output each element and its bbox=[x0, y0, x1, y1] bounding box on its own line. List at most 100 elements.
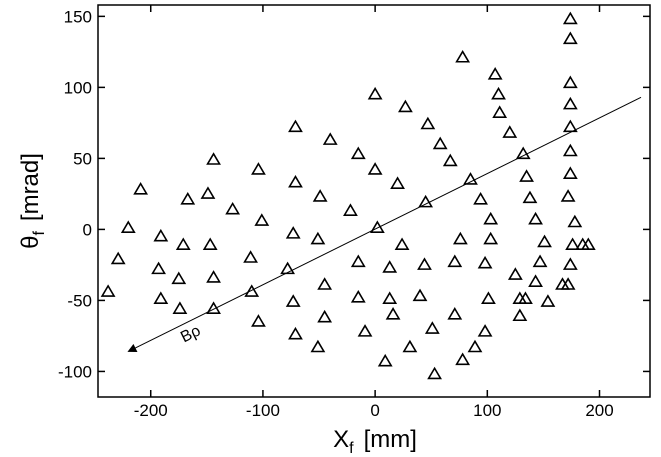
triangle-marker bbox=[350, 254, 366, 268]
triangle-marker bbox=[417, 257, 432, 270]
triangle-marker bbox=[424, 321, 440, 334]
x-label-unit: [mm] bbox=[364, 426, 417, 453]
triangle-marker bbox=[447, 307, 463, 320]
triangle-marker bbox=[418, 194, 434, 208]
triangle-marker bbox=[455, 49, 471, 63]
triangle-marker bbox=[133, 182, 149, 195]
triangle-marker bbox=[171, 271, 187, 285]
triangle-marker bbox=[562, 75, 578, 89]
triangle-marker bbox=[522, 190, 538, 204]
triangle-marker bbox=[528, 274, 543, 287]
triangle-marker bbox=[153, 291, 169, 304]
triangle-marker bbox=[442, 153, 458, 167]
triangle-marker bbox=[120, 220, 136, 233]
triangle-marker bbox=[251, 162, 266, 175]
triangle-marker bbox=[562, 96, 578, 110]
triangle-marker bbox=[254, 213, 270, 226]
triangle-marker bbox=[317, 309, 333, 323]
triangle-marker bbox=[100, 284, 116, 297]
triangle-marker bbox=[567, 214, 583, 228]
reference-line bbox=[127, 96, 642, 352]
triangle-marker bbox=[555, 277, 570, 290]
triangle-marker bbox=[225, 201, 241, 215]
triangle-marker bbox=[432, 136, 448, 150]
triangle-marker bbox=[452, 231, 468, 245]
triangle-marker bbox=[350, 290, 366, 303]
triangle-marker bbox=[180, 192, 196, 205]
triangle-marker bbox=[562, 166, 578, 180]
x-tick-label: 100 bbox=[473, 401, 501, 420]
x-tick-label: -200 bbox=[134, 401, 168, 420]
triangle-marker bbox=[560, 189, 576, 202]
triangle-marker bbox=[562, 119, 578, 133]
triangle-marker bbox=[251, 314, 266, 327]
y-tick-label: 150 bbox=[64, 7, 92, 26]
triangle-marker bbox=[477, 255, 493, 269]
y-label-subscript: f bbox=[31, 231, 48, 236]
triangle-marker bbox=[310, 231, 326, 245]
triangle-marker bbox=[463, 172, 478, 185]
triangle-marker bbox=[206, 270, 221, 283]
triangle-marker bbox=[312, 189, 328, 202]
x-axis-label: Xf [mm] bbox=[333, 426, 417, 457]
triangle-marker bbox=[285, 294, 301, 307]
x-tick-label: 0 bbox=[370, 401, 379, 420]
triangle-marker bbox=[540, 294, 556, 307]
triangle-marker bbox=[518, 291, 533, 304]
triangle-marker bbox=[477, 324, 493, 337]
triangle-marker bbox=[382, 260, 398, 273]
triangle-marker bbox=[512, 308, 528, 322]
triangle-marker bbox=[507, 267, 523, 280]
triangle-marker bbox=[473, 192, 488, 205]
triangle-marker bbox=[367, 162, 383, 175]
triangle-marker bbox=[343, 203, 358, 216]
triangle-marker bbox=[562, 257, 578, 270]
triangle-marker bbox=[288, 326, 303, 340]
triangle-marker bbox=[481, 291, 496, 304]
triangle-marker bbox=[427, 366, 442, 380]
triangle-marker bbox=[377, 353, 393, 367]
triangle-marker bbox=[502, 125, 518, 138]
triangle-marker bbox=[491, 86, 506, 100]
triangle-marker bbox=[243, 250, 258, 263]
triangle-marker bbox=[206, 152, 221, 165]
x-label-subscript: f bbox=[349, 440, 354, 457]
triangle-marker bbox=[455, 352, 471, 366]
triangle-marker bbox=[483, 211, 499, 225]
triangle-marker bbox=[398, 99, 413, 113]
triangle-marker bbox=[367, 86, 383, 100]
triangle-marker bbox=[394, 237, 410, 251]
triangle-marker bbox=[280, 261, 296, 275]
triangle-marker bbox=[483, 231, 499, 245]
triangle-marker bbox=[369, 220, 385, 233]
triangle-marker bbox=[519, 169, 534, 182]
triangle-marker bbox=[528, 211, 543, 225]
triangle-marker bbox=[532, 254, 548, 268]
triangle-marker bbox=[151, 261, 166, 275]
triangle-marker bbox=[467, 339, 483, 353]
triangle-marker bbox=[487, 67, 503, 80]
y-label-symbol: θ bbox=[17, 236, 44, 249]
triangle-marker bbox=[447, 254, 463, 268]
triangle-marker bbox=[402, 339, 418, 353]
triangle-marker bbox=[515, 146, 531, 160]
triangle-marker bbox=[562, 11, 578, 25]
y-tick-label: 100 bbox=[64, 78, 92, 97]
plot-frame bbox=[97, 4, 651, 398]
triangle-marker bbox=[420, 116, 436, 130]
y-tick-label: -100 bbox=[58, 362, 92, 381]
triangle-marker bbox=[288, 174, 303, 188]
triangle-marker bbox=[382, 291, 398, 304]
triangle-marker bbox=[357, 324, 373, 337]
triangle-marker bbox=[385, 307, 401, 320]
triangle-marker bbox=[110, 251, 126, 265]
triangle-marker bbox=[200, 186, 216, 199]
triangle-marker bbox=[350, 146, 366, 160]
triangle-marker bbox=[492, 105, 508, 118]
y-axis-label: θf [mrad] bbox=[17, 153, 48, 249]
triangle-marker bbox=[153, 228, 169, 242]
triangle-marker bbox=[537, 234, 552, 248]
x-tick-label: -100 bbox=[246, 401, 280, 420]
triangle-marker bbox=[390, 176, 405, 189]
